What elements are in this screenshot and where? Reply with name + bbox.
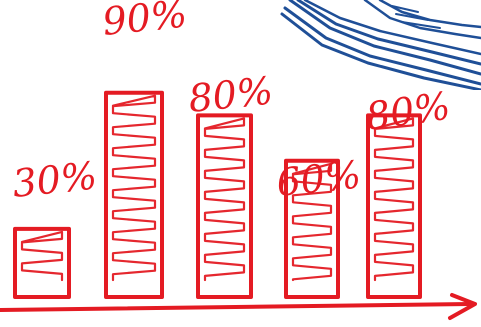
notebook-scribble — [391, 5, 441, 29]
bars-layer — [13, 90, 422, 300]
bar-4 — [366, 113, 422, 300]
notebook-stack-icon — [280, 0, 481, 90]
data-label-3: 60% — [274, 152, 363, 205]
notebook-stroke-6 — [378, 0, 481, 29]
data-label-2: 80% — [186, 68, 275, 121]
notebook-stroke-3 — [280, 12, 481, 90]
notebook-stroke-5 — [363, 0, 481, 40]
data-labels-layer: 30%90%80%60%80% — [10, 0, 453, 206]
notebook-stroke-0 — [288, 0, 481, 76]
bar-3 — [284, 158, 340, 299]
data-label-1: 90% — [100, 0, 189, 44]
data-label-0: 30% — [10, 153, 99, 206]
notebook-stroke-2 — [283, 6, 481, 86]
notebook-stroke-1 — [296, 0, 481, 66]
bar-1 — [104, 90, 164, 299]
x-axis-arrowhead-icon — [448, 293, 477, 320]
data-label-4: 80% — [363, 84, 453, 139]
x-axis-line — [0, 302, 472, 312]
notebook-stroke-4 — [303, 0, 481, 56]
bar-0 — [13, 226, 71, 299]
x-axis — [0, 293, 477, 320]
bar-2 — [196, 113, 253, 300]
